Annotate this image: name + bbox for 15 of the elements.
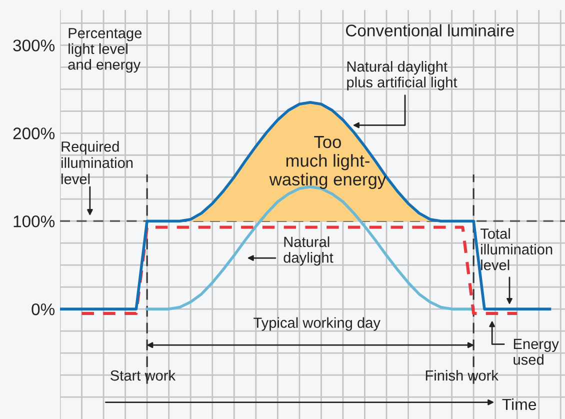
x-axis-title: Time [502,398,536,410]
text: Conventional luminaire [346,24,514,36]
annotation: Natural daylight [284,236,334,266]
annotation: Energy used [514,338,559,365]
annotation: Natural daylight plus artificial light [347,61,458,90]
y-tick-label: 100% [14,216,55,228]
annotation: Too much light- wasting energy [269,136,386,189]
annotation: Percentage light level and energy [68,28,142,73]
annotation: Typical working day [254,317,380,331]
y-tick-label: 300% [13,40,55,52]
y-tick-label: 200% [13,128,55,140]
annotation: Total illumination level [480,228,552,270]
ref-line-label: Required illumination level [62,141,133,184]
y-tick-label: 0% [32,303,55,316]
line-series [60,100,552,310]
